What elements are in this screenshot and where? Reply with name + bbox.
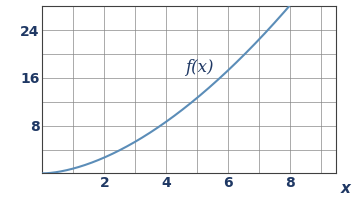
Text: f(x): f(x) <box>185 59 213 76</box>
Text: x: x <box>341 181 350 196</box>
